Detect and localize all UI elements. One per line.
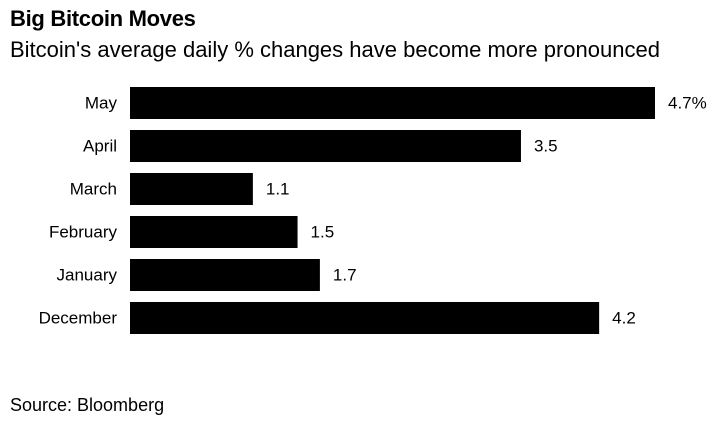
bar-value-label: 4.2 [612, 309, 636, 328]
chart-title: Big Bitcoin Moves [10, 6, 196, 31]
source-note: Source: Bloomberg [10, 395, 165, 415]
category-label: March [70, 180, 117, 199]
category-label: May [85, 94, 118, 113]
bar-value-label: 1.1 [266, 180, 290, 199]
bar [130, 259, 320, 291]
category-label: January [57, 266, 118, 285]
category-label: December [39, 309, 118, 328]
category-label: February [49, 223, 118, 242]
bar [130, 87, 655, 119]
chart-subtitle: Bitcoin's average daily % changes have b… [10, 37, 660, 62]
bar [130, 302, 600, 334]
bar [130, 216, 298, 248]
bar-value-label: 1.7 [333, 266, 357, 285]
bar-value-label: 1.5 [311, 223, 335, 242]
bar [130, 173, 253, 205]
bar-value-label: 4.7% [668, 94, 707, 113]
bar-value-label: 3.5 [534, 137, 558, 156]
bar [130, 130, 521, 162]
category-label: April [83, 137, 117, 156]
